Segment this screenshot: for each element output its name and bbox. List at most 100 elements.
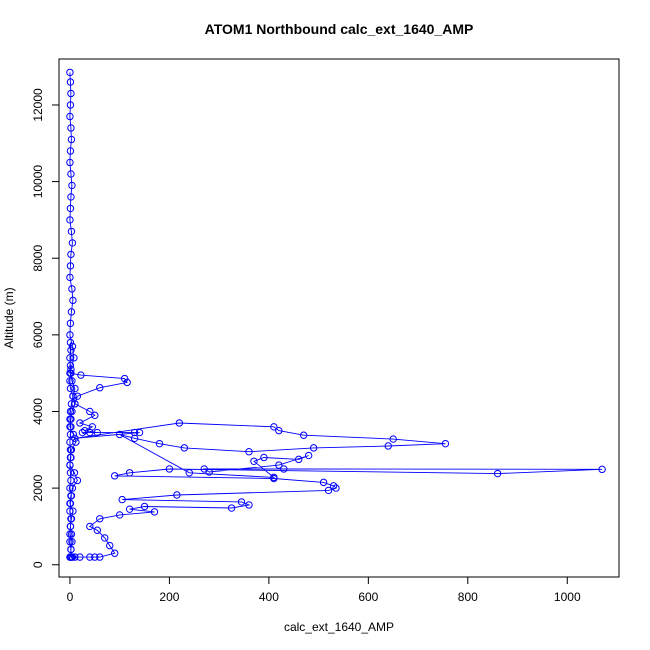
data-point (67, 170, 75, 178)
data-point (130, 428, 139, 437)
data-point (295, 455, 303, 464)
data-point (67, 423, 75, 431)
data-point (123, 378, 131, 387)
data-point (73, 392, 82, 400)
data-point (69, 430, 78, 439)
data-point (245, 448, 253, 456)
y-tick-label: 0 (31, 561, 45, 568)
data-point (86, 553, 94, 561)
data-point (69, 392, 77, 400)
data-point (66, 354, 74, 362)
data-point (180, 444, 189, 452)
data-point (77, 371, 85, 379)
data-point (111, 549, 119, 557)
data-point (66, 507, 74, 515)
data-point (67, 227, 76, 236)
data-point (115, 511, 124, 519)
data-point (227, 504, 236, 512)
data-point (66, 78, 75, 86)
data-point (66, 331, 74, 339)
data-point (66, 68, 74, 77)
data-point (68, 285, 76, 293)
plot-frame (58, 58, 620, 578)
y-tick-label: 10000 (31, 165, 45, 199)
data-point (71, 434, 79, 443)
y-axis: 0 2000 4000 6000 8000 10000 12000 (31, 88, 60, 568)
data-point (67, 124, 75, 132)
data-point (93, 428, 101, 437)
data-point (155, 439, 164, 448)
data-point (125, 505, 134, 513)
data-point (66, 484, 74, 492)
data-point (173, 491, 181, 499)
data-point (309, 444, 318, 452)
data-point (270, 474, 278, 483)
y-tick-label: 6000 (31, 321, 45, 348)
data-point (66, 499, 75, 508)
data-point (91, 553, 99, 561)
data-point (67, 492, 76, 500)
data-point (493, 469, 502, 478)
data-point (96, 553, 104, 561)
data-point (441, 439, 450, 448)
x-tick-label: 800 (458, 590, 478, 604)
data-point (66, 338, 75, 347)
data-point (67, 453, 75, 462)
data-point (245, 501, 253, 509)
data-point (329, 482, 338, 490)
x-tick-label: 600 (358, 590, 378, 604)
data-point (260, 453, 268, 462)
data-point (115, 430, 124, 439)
data-point (66, 158, 74, 167)
x-tick-label: 1000 (554, 590, 581, 604)
data-point (200, 465, 208, 473)
data-point (111, 472, 119, 480)
data-point (304, 451, 313, 460)
data-point (66, 273, 74, 282)
data-point (165, 465, 174, 473)
data-point (106, 541, 114, 550)
data-point (76, 419, 84, 427)
data-point (68, 377, 76, 385)
data-point (67, 515, 75, 523)
data-point (71, 384, 79, 393)
data-series (66, 68, 606, 561)
data-point (101, 534, 109, 542)
data-point (66, 319, 75, 328)
data-point (66, 377, 74, 385)
data-point (68, 538, 76, 546)
data-point (68, 239, 77, 247)
x-axis-label: calc_ext_1640_AMP (284, 620, 394, 634)
data-point (185, 469, 194, 477)
data-point (66, 216, 74, 224)
data-point (71, 553, 79, 561)
data-point (135, 428, 144, 437)
data-point (96, 515, 104, 523)
data-point (76, 553, 84, 561)
data-point (71, 400, 79, 408)
data-point (81, 426, 89, 435)
data-point (66, 384, 75, 393)
data-point (68, 484, 77, 492)
data-point (150, 508, 159, 516)
data-point (86, 407, 94, 416)
x-tick-label: 400 (259, 590, 279, 604)
data-point (389, 435, 397, 443)
data-point (280, 465, 288, 473)
data-point (86, 522, 94, 531)
y-axis-label: Altitude (m) (2, 287, 16, 348)
data-point (250, 457, 258, 465)
data-point (66, 204, 75, 213)
data-point (66, 446, 75, 454)
y-tick-label: 12000 (31, 88, 45, 122)
data-point (66, 262, 75, 270)
data-point (66, 461, 74, 469)
data-point (66, 438, 74, 446)
data-point (67, 476, 75, 485)
data-point (270, 423, 278, 431)
data-point (93, 526, 101, 534)
y-tick-label: 2000 (31, 474, 45, 501)
data-point (69, 507, 77, 515)
data-point (68, 181, 76, 190)
